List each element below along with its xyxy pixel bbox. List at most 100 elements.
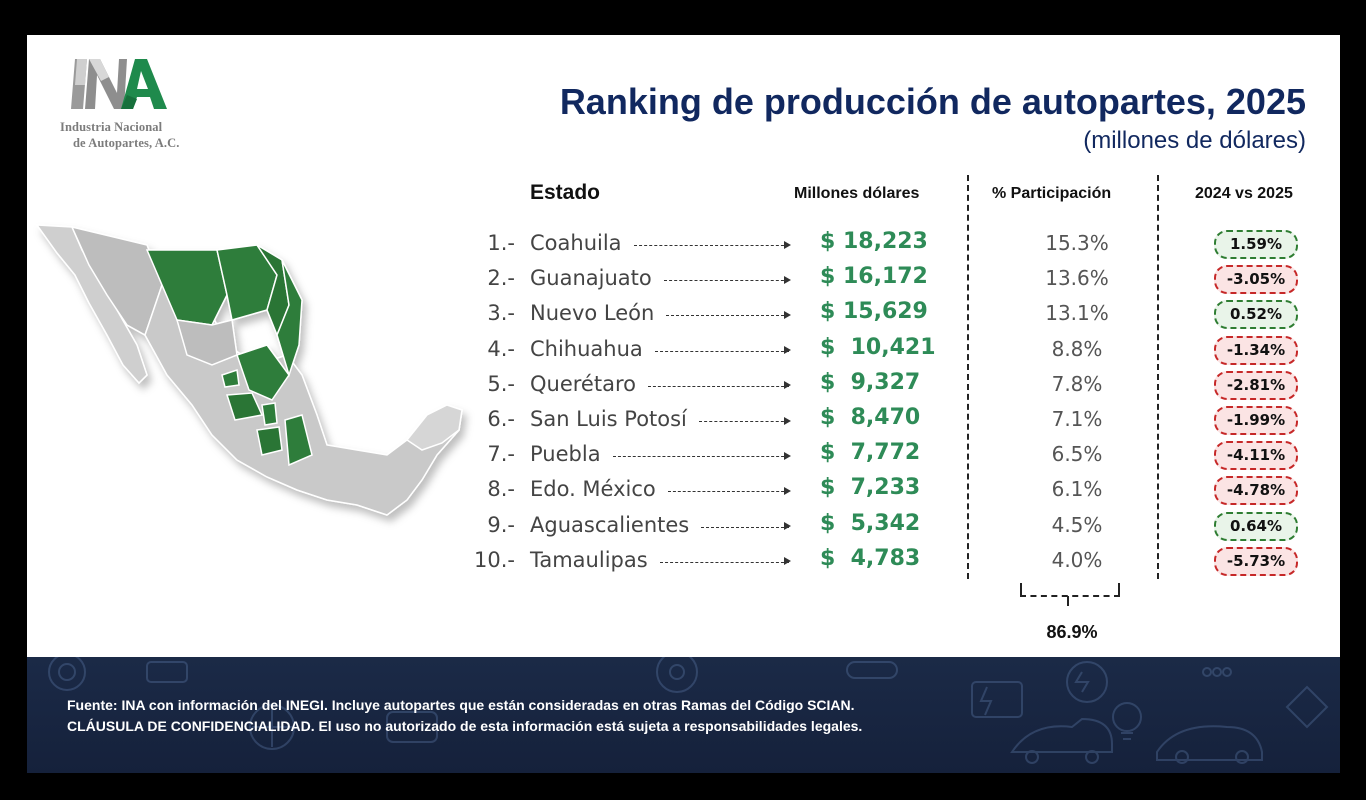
table-row: 8.- Edo. México $ 7,233 6.1% -4.78% bbox=[27, 473, 1340, 508]
participation-pct: 8.8% bbox=[1051, 336, 1103, 361]
rank-label: 8.- bbox=[487, 477, 515, 502]
arrow-head-icon bbox=[784, 310, 791, 319]
footer-note: Fuente: INA con información del INEGI. I… bbox=[67, 695, 862, 737]
state-name: Puebla bbox=[530, 442, 601, 467]
state-name: Aguascalientes bbox=[530, 512, 690, 537]
ina-logo-mark bbox=[71, 59, 167, 109]
dotted-arrow bbox=[647, 381, 791, 390]
arrow-head-icon bbox=[784, 416, 791, 425]
rank-label: 4.- bbox=[487, 336, 515, 361]
change-badge: -1.34% bbox=[1214, 335, 1298, 365]
page-title: Ranking de producción de autopartes, 202… bbox=[559, 81, 1306, 122]
header-participacion: % Participación bbox=[992, 185, 1112, 202]
dotted-arrow bbox=[612, 451, 791, 460]
change-badge: -4.78% bbox=[1214, 476, 1298, 506]
total-brace bbox=[1020, 583, 1120, 597]
participation-pct: 15.3% bbox=[1045, 231, 1109, 255]
ina-logo: Industria Nacional de Autopartes, A.C. bbox=[57, 57, 247, 157]
column-divider-right bbox=[1157, 175, 1159, 579]
footer: Fuente: INA con información del INEGI. I… bbox=[27, 657, 1340, 773]
header-millones: Millones dólares bbox=[794, 185, 920, 202]
change-badge: 0.52% bbox=[1214, 300, 1298, 330]
state-name: Nuevo León bbox=[530, 301, 655, 326]
state-name: Edo. México bbox=[530, 477, 656, 502]
dotted-arrow bbox=[663, 275, 791, 284]
table-row: 6.- San Luis Potosí $ 8,470 7.1% -1.99% bbox=[27, 403, 1340, 438]
participation-pct: 6.5% bbox=[1051, 442, 1103, 467]
slide: Industria Nacional de Autopartes, A.C. R… bbox=[27, 35, 1340, 657]
total-brace-tip bbox=[1067, 596, 1069, 606]
logo-line2: de Autopartes, A.C. bbox=[73, 136, 180, 150]
change-badge: -2.81% bbox=[1214, 370, 1298, 400]
page-subtitle: (millones de dólares) bbox=[1083, 127, 1306, 154]
column-divider-left bbox=[967, 175, 969, 579]
arrow-head-icon bbox=[784, 522, 791, 531]
arrow-head-icon bbox=[784, 451, 791, 460]
production-value: $ 18,223 bbox=[820, 229, 928, 254]
dotted-arrow bbox=[654, 346, 791, 355]
table-row: 7.- Puebla $ 7,772 6.5% -4.11% bbox=[27, 438, 1340, 473]
state-name: San Luis Potosí bbox=[530, 407, 687, 431]
dotted-arrow bbox=[701, 522, 791, 531]
arrow-head-icon bbox=[784, 346, 791, 355]
rank-label: 10.- bbox=[474, 547, 515, 572]
change-badge: 0.64% bbox=[1214, 511, 1298, 541]
production-value: $ 7,233 bbox=[820, 475, 921, 501]
state-name: Querétaro bbox=[530, 371, 636, 396]
table-row: 3.- Nuevo León $ 15,629 13.1% 0.52% bbox=[27, 297, 1340, 332]
production-value: $ 9,327 bbox=[820, 369, 921, 395]
state-name: Tamaulipas bbox=[530, 547, 648, 572]
participation-pct: 7.8% bbox=[1051, 371, 1103, 396]
logo-line1: Industria Nacional bbox=[60, 120, 163, 134]
mexico-map-icon bbox=[35, 224, 463, 516]
rank-label: 2.- bbox=[487, 266, 515, 291]
rank-label: 5.- bbox=[487, 371, 515, 396]
arrow-head-icon bbox=[784, 486, 791, 495]
participation-pct: 13.6% bbox=[1045, 266, 1109, 291]
table-row: 1.- Coahuila $ 18,223 15.3% 1.59% bbox=[27, 227, 1340, 262]
footer-auto-icons bbox=[48, 657, 1329, 764]
state-name: Coahuila bbox=[530, 231, 622, 255]
rank-label: 1.- bbox=[487, 231, 515, 255]
production-value: $ 15,629 bbox=[820, 299, 928, 325]
table-row: 10.- Tamaulipas $ 4,783 4.0% -5.73% bbox=[27, 544, 1340, 579]
confidentiality-note: CLÁUSULA DE CONFIDENCIALIDAD. El uso no … bbox=[67, 718, 863, 734]
dotted-arrow bbox=[659, 557, 791, 566]
dotted-arrow bbox=[667, 486, 791, 495]
participation-pct: 13.1% bbox=[1045, 301, 1109, 326]
participation-pct: 6.1% bbox=[1051, 477, 1103, 502]
production-value: $ 16,172 bbox=[820, 264, 928, 290]
dotted-arrow bbox=[633, 240, 791, 249]
rank-label: 6.- bbox=[487, 407, 515, 431]
header-estado: Estado bbox=[530, 181, 601, 204]
rank-label: 7.- bbox=[487, 442, 515, 467]
dotted-arrow bbox=[698, 416, 791, 425]
participation-pct: 4.5% bbox=[1051, 512, 1103, 537]
arrow-head-icon bbox=[784, 275, 791, 284]
rank-label: 3.- bbox=[487, 301, 515, 326]
table-row: 2.- Guanajuato $ 16,172 13.6% -3.05% bbox=[27, 262, 1340, 297]
source-note: Fuente: INA con información del INEGI. I… bbox=[67, 697, 855, 713]
change-badge: -1.99% bbox=[1214, 406, 1298, 435]
change-badge: 1.59% bbox=[1214, 230, 1298, 259]
table-row: 4.- Chihuahua $ 10,421 8.8% -1.34% bbox=[27, 333, 1340, 368]
production-value: $ 4,783 bbox=[820, 545, 921, 571]
participation-pct: 4.0% bbox=[1051, 547, 1103, 572]
table-row: 9.- Aguascalientes $ 5,342 4.5% 0.64% bbox=[27, 509, 1340, 544]
arrow-head-icon bbox=[784, 557, 791, 566]
arrow-head-icon bbox=[784, 240, 791, 249]
change-badge: -3.05% bbox=[1214, 265, 1298, 295]
production-value: $ 10,421 bbox=[820, 334, 936, 360]
header-variacion: 2024 vs 2025 bbox=[1195, 185, 1293, 202]
dotted-arrow bbox=[666, 310, 791, 319]
participation-pct: 7.1% bbox=[1051, 407, 1103, 431]
table-row: 5.- Querétaro $ 9,327 7.8% -2.81% bbox=[27, 368, 1340, 403]
production-value: $ 7,772 bbox=[820, 440, 921, 466]
production-value: $ 5,342 bbox=[820, 510, 921, 536]
total-participation: 86.9% bbox=[1046, 622, 1098, 642]
state-name: Chihuahua bbox=[530, 336, 643, 361]
production-value: $ 8,470 bbox=[820, 405, 921, 430]
state-name: Guanajuato bbox=[530, 266, 652, 291]
rank-label: 9.- bbox=[487, 512, 515, 537]
arrow-head-icon bbox=[784, 381, 791, 390]
